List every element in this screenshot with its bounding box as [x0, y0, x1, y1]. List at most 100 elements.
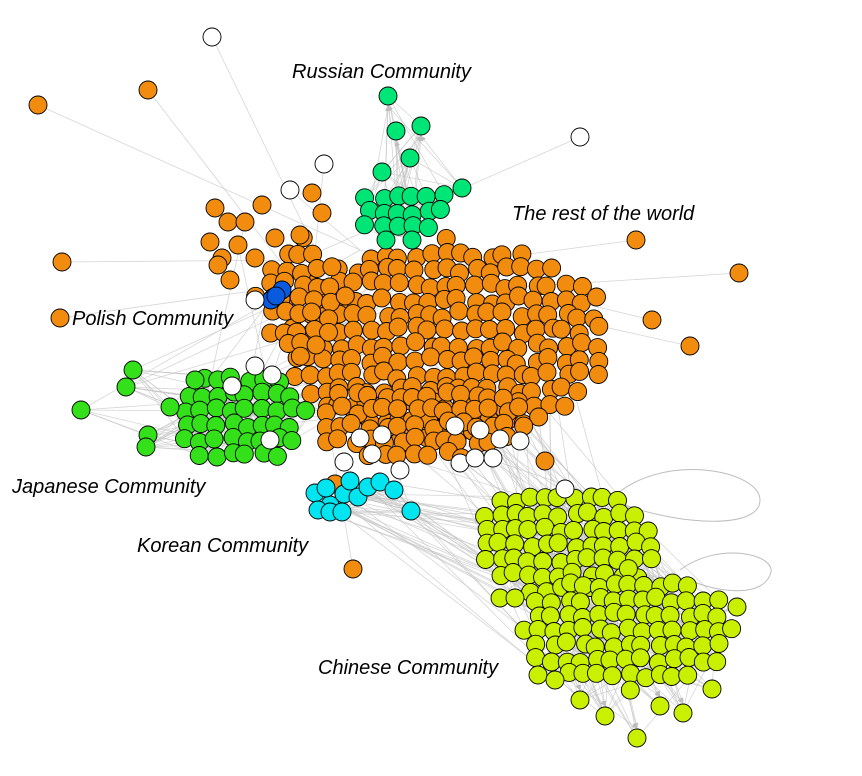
node-rest	[301, 384, 321, 404]
node-rest	[302, 183, 322, 203]
node-rest	[421, 347, 441, 367]
node-japanese	[185, 370, 205, 390]
node-chinese	[709, 634, 729, 653]
node-rest	[642, 310, 662, 330]
node-chinese	[702, 679, 722, 699]
node-rest	[290, 225, 310, 245]
network-edge	[387, 105, 463, 189]
node-chinese	[564, 520, 583, 540]
node-rest	[220, 270, 240, 290]
node-unassigned	[314, 154, 334, 174]
network-edge	[531, 391, 649, 532]
node-russian	[355, 215, 374, 235]
node-rest	[568, 382, 588, 402]
node-korean	[316, 478, 336, 498]
node-unassigned	[372, 425, 392, 445]
node-rest	[335, 286, 355, 306]
node-unassigned	[470, 420, 490, 440]
node-chinese	[662, 667, 682, 686]
node-chinese	[548, 533, 568, 553]
rest-of-world-label: The rest of the world	[512, 203, 695, 225]
node-chinese	[556, 632, 576, 652]
self-loop-layer	[609, 469, 772, 592]
network-edge	[200, 221, 246, 424]
node-chinese	[676, 591, 696, 611]
node-russian	[386, 121, 406, 141]
node-unassigned	[350, 428, 370, 448]
node-russian	[378, 86, 398, 106]
node-korean	[384, 480, 404, 500]
node-rest	[200, 232, 220, 252]
network-edge	[80, 409, 149, 436]
node-rest	[302, 302, 322, 322]
node-unassigned	[262, 365, 282, 385]
node-japanese	[160, 397, 180, 417]
node-rest	[572, 333, 592, 353]
node-japanese	[116, 377, 136, 397]
node-unassigned	[245, 290, 265, 310]
node-chinese	[526, 648, 546, 668]
node-rest	[52, 252, 72, 272]
node-chinese	[573, 618, 593, 637]
node-japanese	[282, 431, 302, 451]
node-chinese	[595, 706, 615, 726]
node-chinese	[518, 520, 538, 540]
node-rest	[300, 365, 320, 385]
node-rest	[245, 248, 265, 268]
node-rest	[587, 287, 606, 307]
node-unassigned	[222, 376, 242, 396]
node-rest	[372, 288, 392, 308]
node-rest	[50, 308, 70, 328]
node-rest	[205, 198, 225, 218]
node-russian	[372, 162, 392, 182]
node-japanese	[207, 447, 227, 467]
node-rest	[290, 346, 310, 366]
node-chinese	[678, 665, 698, 685]
node-rest	[389, 273, 409, 293]
node-rest	[626, 230, 646, 250]
node-russian	[418, 218, 438, 238]
node-unassigned	[490, 429, 510, 449]
japanese-community-label: Japanese Community	[12, 476, 206, 498]
network-edge	[381, 171, 463, 189]
node-rest	[537, 362, 557, 382]
node-chinese	[533, 552, 553, 571]
node-layer	[28, 27, 749, 748]
network-edge	[387, 95, 445, 195]
node-chinese	[570, 690, 590, 710]
node-rest	[588, 365, 608, 384]
chinese-community-label: Chinese Community	[318, 657, 499, 679]
node-chinese	[592, 487, 612, 507]
node-chinese	[503, 563, 523, 582]
node-rest	[235, 212, 255, 232]
node-japanese	[267, 446, 287, 466]
node-unassigned	[362, 444, 382, 464]
node-rest	[228, 235, 248, 255]
node-japanese	[136, 437, 156, 457]
node-rest	[341, 414, 361, 433]
node-unassigned	[202, 27, 222, 47]
node-chinese	[673, 703, 693, 723]
node-unassigned	[465, 448, 485, 468]
node-japanese	[296, 401, 315, 420]
node-rest	[343, 559, 363, 579]
node-rest	[406, 332, 425, 352]
node-rest	[535, 451, 555, 471]
node-chinese	[573, 576, 593, 596]
node-rest	[555, 396, 575, 416]
polish-community-label: Polish Community	[72, 308, 234, 330]
node-chinese	[505, 588, 525, 608]
node-unassigned	[334, 452, 354, 472]
node-rest	[478, 398, 498, 418]
node-rest	[435, 319, 455, 339]
node-japanese	[189, 446, 209, 465]
node-rest	[405, 427, 425, 447]
node-chinese	[608, 521, 628, 540]
node-rest	[208, 255, 228, 275]
node-rest	[529, 407, 549, 427]
node-rest	[570, 361, 590, 381]
node-polish	[266, 286, 286, 306]
node-rest	[680, 336, 700, 356]
node-russian	[411, 116, 431, 136]
node-chinese	[577, 548, 597, 568]
